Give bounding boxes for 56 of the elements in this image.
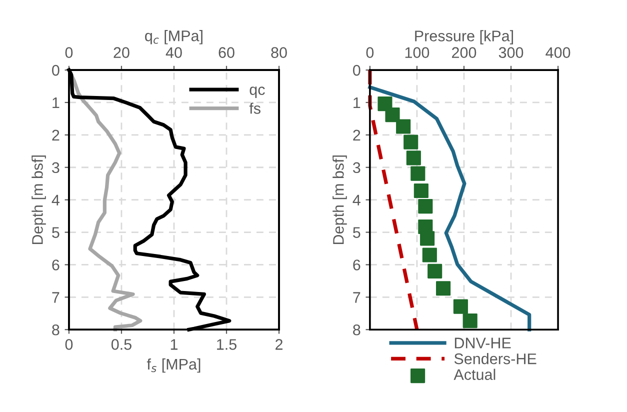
x-tick-label: 1.5	[217, 339, 236, 350]
point	[404, 134, 418, 150]
y-tick-label: 0	[52, 64, 60, 76]
y-tick-label: 2	[52, 130, 60, 140]
x-tick-label: 1	[170, 339, 178, 350]
point	[422, 248, 437, 262]
y-tick-label: 7	[353, 292, 360, 303]
legend-label: DNV-HE	[454, 338, 511, 348]
y-axis-title: Depth [m bsf]	[32, 155, 46, 244]
y-tick-label: 3	[352, 162, 360, 174]
y-tick-label: 8	[353, 324, 360, 336]
x-axis-title: Pressure [kPa]	[415, 30, 513, 44]
x2-tick-label: 80	[271, 47, 287, 58]
x-tick-label: 100	[405, 47, 430, 58]
y-tick-label: 7	[52, 292, 60, 303]
y-axis-title: Depth [m bsf]	[332, 155, 347, 244]
x2-axis-title: q$_{c}$ [MPa]	[145, 30, 202, 44]
x-tick-label: 300	[498, 47, 524, 58]
y-tick-label: 4	[352, 194, 360, 206]
legend-label: Actual	[454, 368, 496, 380]
y-tick-label: 4	[52, 194, 60, 206]
point	[428, 264, 442, 278]
point	[414, 183, 428, 198]
legend-label: Senders-HE	[454, 353, 536, 364]
point	[406, 150, 421, 166]
x2-tick-label: 20	[114, 47, 130, 58]
point	[418, 199, 433, 214]
x2-tick-label: 60	[218, 47, 234, 58]
x-axis-title: f$_{s}$ [MPa]	[146, 358, 200, 373]
y-tick-label: 5	[353, 227, 360, 238]
x-tick-label: 400	[546, 47, 570, 58]
legend-label: fs	[249, 102, 260, 114]
line-series	[368, 85, 532, 332]
y-tick-label: 0	[353, 64, 360, 76]
x-tick-label: 0	[65, 339, 73, 350]
point	[453, 299, 468, 314]
y-tick-label: 2	[353, 130, 360, 140]
x-tick-label: 2	[276, 339, 282, 350]
point	[420, 231, 435, 246]
y-tick-label: 6	[353, 260, 360, 270]
x-tick-label: 0.5	[111, 339, 132, 350]
point	[436, 281, 451, 296]
legend-label: qc	[250, 86, 265, 98]
y-tick-label: 1	[354, 98, 360, 108]
x-tick-label: 200	[452, 47, 476, 58]
y-tick-label: 3	[52, 162, 60, 174]
y-tick-label: 6	[52, 260, 60, 270]
point	[410, 166, 426, 181]
y-tick-label: 5	[52, 227, 60, 238]
y-tick-label: 8	[52, 324, 60, 336]
y-tick-label: 1	[52, 98, 60, 108]
x2-tick-label: 40	[166, 47, 182, 58]
x-tick-label: 0	[366, 47, 374, 58]
point	[396, 119, 411, 134]
point	[385, 108, 400, 122]
point	[462, 314, 478, 328]
